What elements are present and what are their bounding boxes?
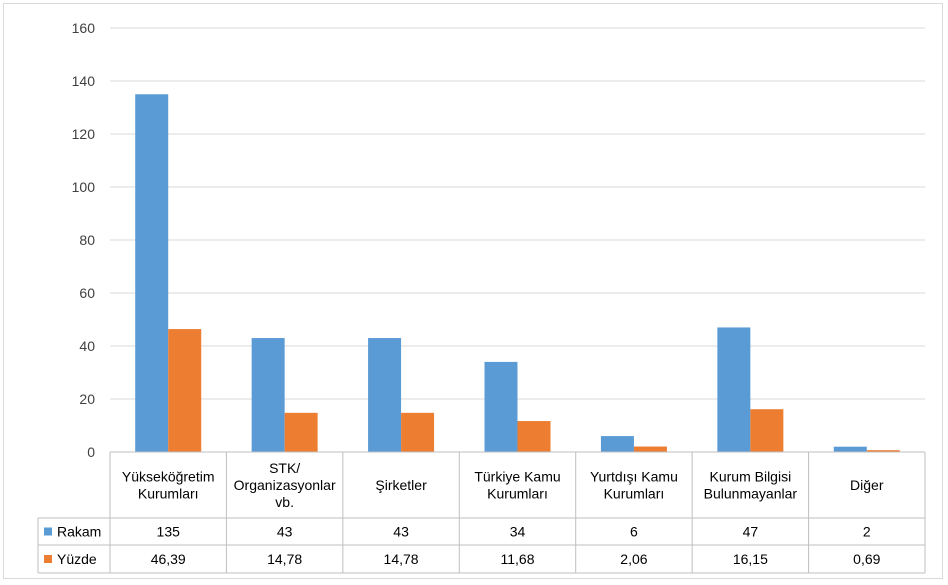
bar-yüzde [284,412,318,452]
y-tick-label: 40 [79,338,95,354]
bar-yüzde [750,409,784,452]
table-cell: 6 [630,524,638,540]
bar-yüzde [401,412,435,452]
category-label: Yükseköğretim [122,469,215,485]
legend-key-rakam [44,527,52,536]
category-label: Kurum Bilgisi [710,469,792,485]
category-label: Yurtdışı Kamu [590,469,678,485]
table-cell: 47 [743,524,759,540]
table-cell: 2,06 [620,551,647,567]
bar-yüzde [633,446,667,452]
category-label: Türkiye Kamu [474,469,560,485]
bar-rakam [251,338,285,452]
category-label: Diğer [850,477,884,493]
y-tick-label: 60 [79,285,95,301]
bar-yüzde [866,450,900,452]
table-cell: 16,15 [733,551,768,567]
table-cell: 11,68 [501,551,535,567]
table-cell: 43 [277,524,293,540]
y-tick-label: 0 [87,444,95,460]
y-tick-label: 160 [72,20,96,36]
table-cell: 46,39 [151,551,186,567]
bar-rakam [600,436,634,452]
category-label: STK/ [269,460,300,476]
table-cell: 2 [863,524,871,540]
series-name: Rakam [57,524,101,540]
bar-rakam [484,361,518,452]
category-label: Organizasyonlar [234,477,336,493]
table-cell: 43 [393,524,409,540]
y-tick-label: 20 [79,391,95,407]
y-tick-label: 80 [79,232,95,248]
category-label: Şirketler [375,477,427,493]
y-tick-label: 140 [72,73,96,89]
table-cell: 14,78 [267,551,302,567]
category-label: Kurumları [604,486,665,502]
category-label: Bulunmayanlar [704,486,798,502]
y-tick-label: 120 [72,126,96,142]
category-label: vb. [275,494,294,510]
table-cell: 34 [510,524,526,540]
category-label: Kurumları [487,486,548,502]
table-cell: 14,78 [384,551,419,567]
legend-key-yüzde [44,555,52,563]
bar-rakam [833,446,867,452]
category-label: Kurumları [138,486,199,502]
series-name: Yüzde [57,551,97,567]
bar-rakam [135,94,169,452]
table-cell: 135 [157,524,181,540]
table-cell: 0,69 [853,551,880,567]
bar-yüzde [517,421,551,452]
bar-yüzde [168,329,202,452]
bar-rakam [368,338,402,452]
y-tick-label: 100 [72,179,96,195]
bar-rakam [717,327,751,452]
